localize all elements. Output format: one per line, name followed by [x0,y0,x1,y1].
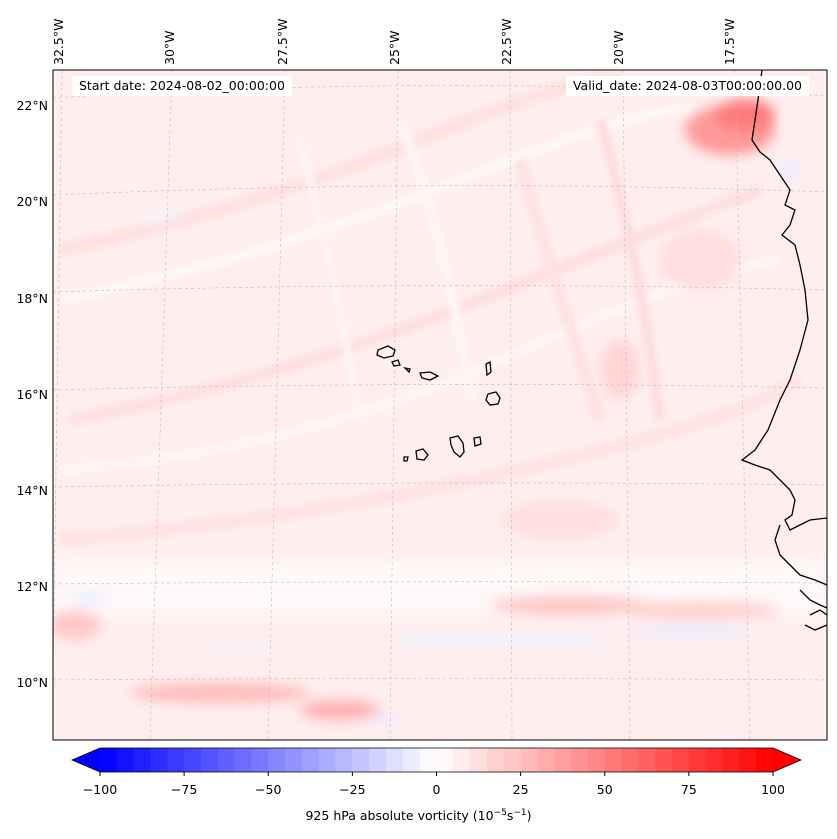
colorbar-tick-label: 25 [512,782,529,797]
colorbar-segment [234,748,252,772]
colorbar-segment [184,748,202,772]
colorbar-segment [335,748,353,772]
colorbar-segment [268,748,286,772]
colorbar-segment [672,748,690,772]
colorbar-segment [537,748,555,772]
colorbar-segment [217,748,236,772]
colorbar-segment [554,748,572,772]
lon-label-27-5w: 27.5°W [275,18,290,65]
colorbar-tick-label: 100 [761,782,785,797]
colorbar-segment [604,748,623,772]
colorbar-segment [436,748,454,772]
guinea-coast [799,589,827,631]
colorbar-segment [638,748,656,772]
colorbar-segment [251,748,269,772]
lon-label-17-5w: 17.5°W [722,18,737,65]
map-frame [52,69,828,741]
colorbar-segment [486,748,505,772]
lat-label-14n: 14°N [16,483,48,498]
start-date-label: Start date: 2024-08-02_00:00:00 [72,76,292,96]
colorbar-segment [167,748,185,772]
vorticity-streaks [58,71,804,547]
colorbar-segment [621,748,639,772]
colorbar-tick-label: −100 [82,782,118,797]
lon-label-25w: 25°W [387,30,402,65]
colorbar-segment [100,748,118,772]
graticule [53,70,827,740]
lat-label-10n: 10°N [16,675,48,690]
colorbar-segment [453,748,471,772]
colorbar-segment [133,748,151,772]
lon-label-30w: 30°W [162,30,177,65]
lon-label-22-5w: 22.5°W [499,18,514,65]
colorbar-segment [520,748,538,772]
lat-label-16n: 16°N [16,387,48,402]
colorbar-segment [150,748,168,772]
colorbar-segment [571,748,589,772]
lat-label-12n: 12°N [16,579,48,594]
colorbar-segment [116,748,135,772]
colorbar-segment [369,748,387,772]
colorbar-segment [352,748,370,772]
colorbar-segment [688,748,707,772]
lon-label-20w: 20°W [611,30,626,65]
colorbar-segment [402,748,421,772]
colorbar-tick-label: 0 [432,782,441,797]
colorbar-segment [470,748,488,772]
colorbar [70,747,803,776]
colorbar-segment [285,748,303,772]
colorbar-extend-high [773,748,801,772]
lat-label-20n: 20°N [16,194,48,209]
colorbar-segment [503,748,522,772]
vorticity-features [53,99,827,724]
africa-coastline [740,70,827,531]
colorbar-segment [756,748,774,772]
colorbar-segment [301,748,320,772]
gambia-coast [774,524,827,586]
cape-verde-islands [376,345,501,462]
lat-label-18n: 18°N [16,291,48,306]
colorbar-segment [318,748,337,772]
valid-date-label: Valid_date: 2024-08-03T00:00:00.00 [565,76,809,96]
colorbar-segment [587,748,606,772]
colorbar-segment [655,748,673,772]
colorbar-tick-label: −50 [255,782,282,797]
colorbar-segment [722,748,740,772]
lat-label-22n: 22°N [16,98,48,113]
colorbar-tick-label: 75 [680,782,697,797]
colorbar-extend-low [72,748,100,772]
colorbar-segment [386,748,404,772]
colorbar-segment [739,748,757,772]
colorbar-segment [705,748,724,772]
colorbar-label: 925 hPa absolute vorticity (10−5s−1) [305,808,532,824]
colorbar-segment [200,748,219,772]
colorbar-tick-label: 50 [596,782,613,797]
colorbar-segment [419,748,437,772]
colorbar-tick-label: −25 [339,782,366,797]
colorbar-tick-label: −75 [170,782,198,797]
lon-label-32-5w: 32.5°W [51,18,66,65]
